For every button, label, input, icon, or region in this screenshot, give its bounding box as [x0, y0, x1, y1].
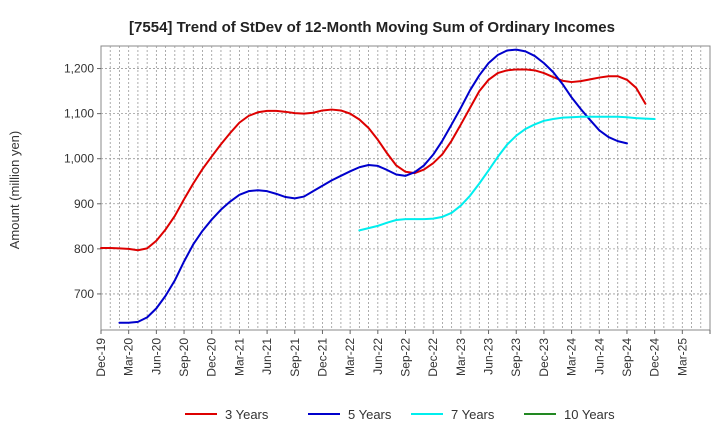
y-tick-label: 700: [74, 287, 94, 301]
x-tick-label: Sep-22: [399, 338, 413, 377]
x-tick-label: Mar-20: [122, 338, 136, 376]
legend-label-10-years: 10 Years: [564, 407, 615, 422]
y-tick-label: 800: [74, 242, 94, 256]
series-line-5-years: [118, 48, 628, 324]
y-axis-label: Amount (million yen): [7, 131, 22, 250]
x-tick-label: Jun-22: [371, 338, 385, 375]
y-tick-label: 1,100: [64, 107, 94, 121]
x-tick-label: Dec-24: [648, 338, 662, 377]
x-tick-label: Jun-20: [149, 338, 163, 375]
series-layer: [100, 48, 656, 324]
legend-label-5-years: 5 Years: [348, 407, 392, 422]
chart-title: [7554] Trend of StDev of 12-Month Moving…: [129, 19, 615, 36]
x-tick-label: Mar-25: [675, 338, 689, 376]
y-tick-label: 1,200: [64, 62, 94, 76]
legend-label-7-years: 7 Years: [451, 407, 495, 422]
y-tick-label: 1,000: [64, 152, 94, 166]
series-line-7-years: [358, 115, 656, 232]
x-tick-label: Sep-21: [288, 338, 302, 377]
x-tick-label: Dec-23: [537, 338, 551, 377]
x-tick-label: Sep-23: [509, 338, 523, 377]
x-tick-label: Dec-19: [94, 338, 108, 377]
x-tick-label: Dec-21: [315, 338, 329, 377]
x-tick-label: Jun-23: [482, 338, 496, 375]
series-line-3-years: [100, 68, 647, 252]
x-tick-label: Dec-20: [205, 338, 219, 377]
legend-label-3-years: 3 Years: [225, 407, 269, 422]
x-tick-label: Mar-24: [565, 338, 579, 376]
x-tick-label: Mar-21: [232, 338, 246, 376]
x-tick-label: Mar-22: [343, 338, 357, 376]
grid-layer: [97, 46, 711, 334]
x-tick-label: Dec-22: [426, 338, 440, 377]
x-tick-label: Sep-24: [620, 338, 634, 377]
y-tick-layer: 700 800 900 1,000 1,100 1,200: [64, 62, 94, 301]
x-tick-label: Sep-20: [177, 338, 191, 377]
x-tick-layer: Dec-19 Mar-20 Jun-20 Sep-20 Dec-20 Mar-21 Jun-…: [94, 338, 689, 377]
y-tick-label: 900: [74, 197, 94, 211]
x-tick-label: Jun-21: [260, 338, 274, 375]
x-tick-label: Jun-24: [592, 338, 606, 375]
legend: 3 Years 5 Years 7 Years 10 Years: [185, 407, 615, 422]
x-tick-label: Mar-23: [454, 338, 468, 376]
